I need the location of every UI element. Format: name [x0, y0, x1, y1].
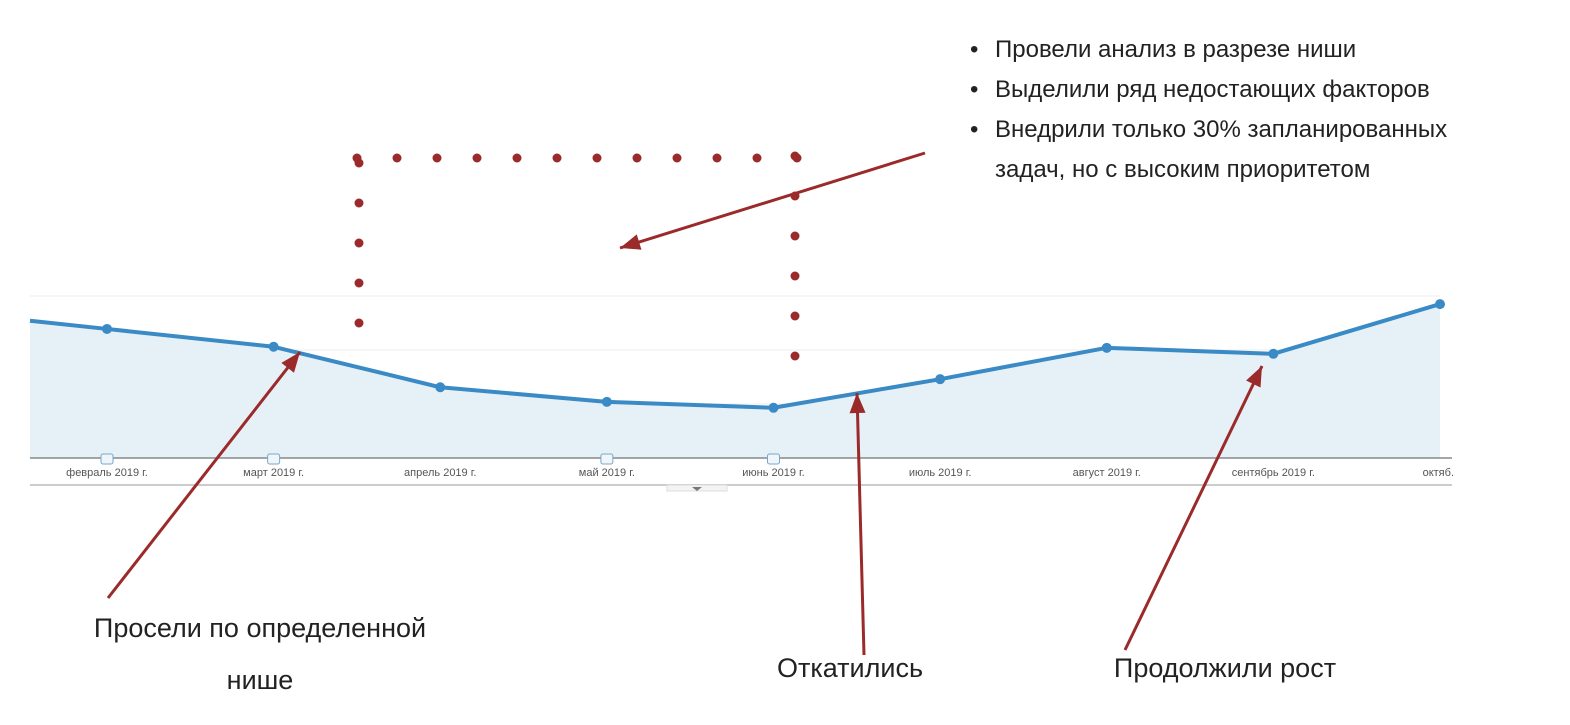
data-point — [435, 382, 446, 393]
area-fill — [30, 304, 1440, 458]
x-tick-label: февраль 2019 г. — [66, 467, 148, 479]
dotted-frame-dot — [392, 153, 402, 163]
dotted-frame-dot — [790, 231, 800, 241]
dotted-frame-dot — [354, 238, 364, 248]
data-point — [268, 341, 279, 352]
x-tick-label: июнь 2019 г. — [742, 467, 805, 479]
x-tick-label: апрель 2019 г. — [404, 467, 476, 479]
data-point — [102, 323, 112, 334]
data-point — [768, 402, 779, 413]
annotation-marker-icon — [100, 453, 114, 465]
arrow-rollback — [855, 392, 866, 656]
annotation-marker-icon — [267, 453, 281, 465]
dotted-frame-dot — [672, 153, 682, 163]
rollback-note: Откатились — [776, 653, 924, 683]
dotted-frame-dot — [790, 351, 800, 361]
annotation-marker-icon — [767, 453, 780, 465]
dotted-frame-dot — [790, 151, 800, 161]
dotted-frame-dot — [432, 153, 442, 163]
x-tick-label: май 2019 г. — [579, 467, 635, 479]
dotted-frame-dot — [512, 153, 522, 163]
dotted-frame-dot — [790, 271, 800, 281]
x-tick-label: июль 2019 г. — [909, 467, 972, 479]
bullet-list: Провели анализ в разрезе ниши Выделили р… — [970, 30, 1447, 190]
dotted-frame-dot — [354, 198, 364, 208]
drop-note-line: нише — [226, 665, 294, 695]
dotted-frame-dot — [354, 318, 364, 328]
arrowhead-icon — [849, 393, 866, 414]
dotted-frame-dot — [712, 153, 722, 163]
data-point — [1268, 348, 1279, 359]
x-tick-label: август 2019 г. — [1073, 467, 1141, 479]
arrow-growth — [1123, 365, 1264, 651]
dotted-frame-dot — [354, 158, 364, 168]
x-tick-label: март 2019 г. — [243, 467, 304, 479]
series-line — [29, 302, 1441, 410]
data-point — [1435, 299, 1445, 310]
dotted-frame-dot — [790, 311, 800, 321]
data-point — [601, 396, 612, 407]
arrowhead-icon — [1246, 366, 1262, 388]
arrow-to-frame — [619, 151, 926, 250]
bullet-item: Провели анализ в разрезе ниши — [970, 30, 1447, 70]
bullet-item-continuation: задач, но с высоким приоритетом — [995, 156, 1371, 183]
x-tick-label: октяб. — [1423, 467, 1454, 479]
arrow-drop — [106, 351, 302, 599]
chevron-down-icon — [692, 487, 702, 491]
annotation-marker-icon — [600, 453, 614, 465]
bullet-item: Выделили ряд недостающих факторов — [970, 70, 1447, 110]
x-tick-label: сентябрь 2019 г. — [1232, 467, 1315, 479]
arrowhead-icon — [281, 352, 300, 373]
bullet-item: Внедрили только 30% запланированных — [970, 110, 1447, 150]
dotted-frame-dot — [472, 153, 482, 163]
dotted-frame-dot — [552, 153, 562, 163]
dotted-frame-dot — [752, 153, 762, 163]
drop-note: Просели по определенной нише — [40, 602, 480, 706]
growth-note: Продолжили рост — [1113, 653, 1337, 683]
data-point — [1101, 342, 1112, 353]
arrowhead-icon — [620, 234, 642, 250]
drop-note-line: Просели по определенной — [93, 613, 427, 643]
data-point — [935, 374, 946, 385]
dotted-frame-dot — [632, 153, 642, 163]
dotted-frame-dot — [592, 153, 602, 163]
dotted-frame-dot — [354, 278, 364, 288]
